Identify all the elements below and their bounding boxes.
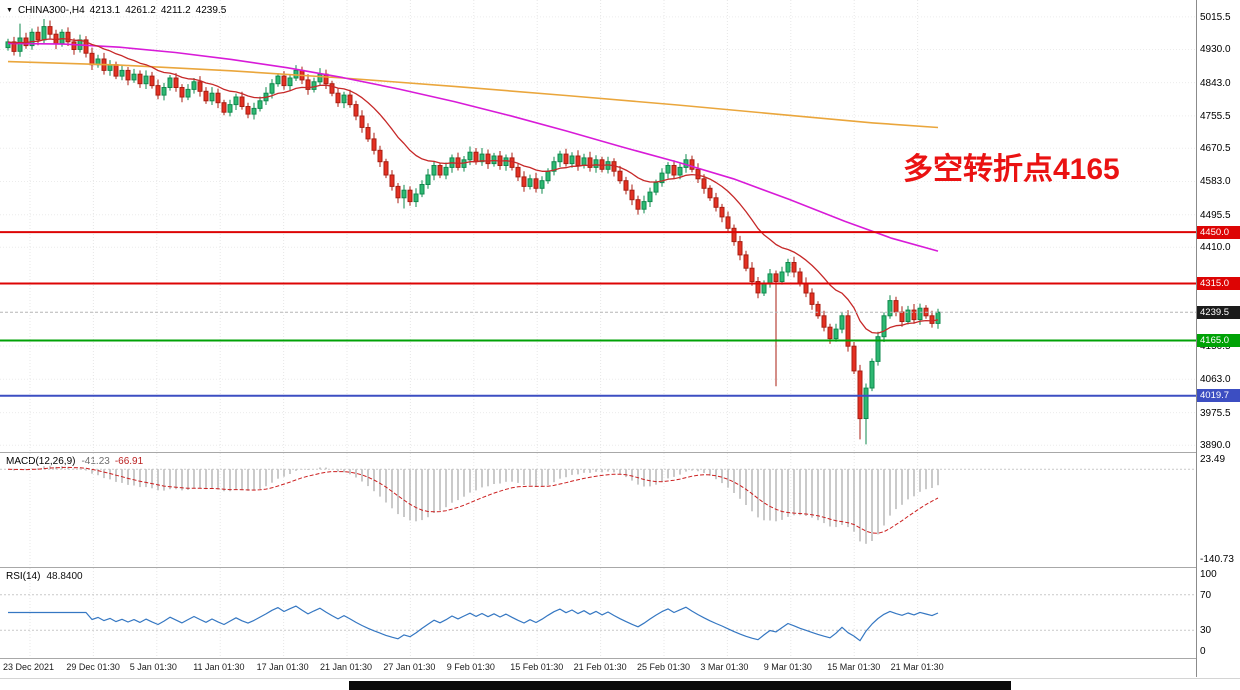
panel-separator[interactable] xyxy=(0,658,1196,659)
chart-title: ▼ CHINA300-,H4 4213.1 4261.2 4211.2 4239.5 xyxy=(6,5,226,16)
price-tick-label: 4495.5 xyxy=(1200,210,1231,221)
price-axis[interactable]: 5015.5 4930.0 4843.0 4755.5 4670.5 4583.0 4495… xyxy=(1196,0,1240,677)
price-tick-label: 3975.5 xyxy=(1200,408,1231,419)
ohlc-low: 4211.2 xyxy=(160,5,191,16)
price-tick-label: 4843.0 xyxy=(1200,78,1231,89)
rsi-indicator-label: RSI(14) 48.8400 xyxy=(6,571,83,582)
bottom-bar xyxy=(349,681,1011,690)
time-axis-label: 15 Feb 01:30 xyxy=(510,662,564,672)
panel-separator[interactable] xyxy=(0,452,1196,453)
macd-signal-value: -66.91 xyxy=(114,456,144,467)
hline-price-badge: 4019.7 xyxy=(1197,389,1240,402)
current-price-badge: 4239.5 xyxy=(1197,306,1240,319)
rsi-name: RSI(14) xyxy=(6,571,41,582)
chart-area[interactable]: ▼ CHINA300-,H4 4213.1 4261.2 4211.2 4239.5 多空… xyxy=(0,0,1196,690)
bottom-divider xyxy=(0,678,1240,679)
price-tick-label: 4063.0 xyxy=(1200,374,1231,385)
price-tick-label: 100 xyxy=(1200,569,1217,580)
time-axis-label: 9 Mar 01:30 xyxy=(763,662,812,672)
time-axis-label: 9 Feb 01:30 xyxy=(446,662,495,672)
rsi-panel[interactable] xyxy=(0,568,1196,657)
price-tick-label: 0 xyxy=(1200,646,1206,657)
time-axis-label: 21 Feb 01:30 xyxy=(573,662,627,672)
price-tick-label: 3890.0 xyxy=(1200,440,1231,451)
price-tick-label: 5015.5 xyxy=(1200,12,1231,23)
time-axis-label: 25 Feb 01:30 xyxy=(637,662,691,672)
annotation-text: 多空转折点4165 xyxy=(903,153,1120,186)
time-axis[interactable]: 23 Dec 2021 29 Dec 01:30 5 Jan 01:30 11 Jan… xyxy=(0,661,1196,677)
macd-indicator-label: MACD(12,26,9) -41.23 -66.91 xyxy=(6,456,143,467)
price-tick-label: 70 xyxy=(1200,590,1212,601)
hline-price-badge: 4315.0 xyxy=(1197,277,1240,290)
chart-menu-icon[interactable]: ▼ xyxy=(6,7,13,14)
hline-price-badge: 4165.0 xyxy=(1197,334,1240,347)
rsi-value: 48.8400 xyxy=(46,571,83,582)
time-axis-label: 5 Jan 01:30 xyxy=(129,662,177,672)
time-axis-label: 15 Mar 01:30 xyxy=(827,662,881,672)
time-axis-label: 21 Mar 01:30 xyxy=(890,662,944,672)
ohlc-high: 4261.2 xyxy=(125,5,156,16)
symbol-period-label: CHINA300-,H4 xyxy=(17,5,85,16)
time-axis-label: 29 Dec 01:30 xyxy=(66,662,120,672)
price-tick-label: 4410.0 xyxy=(1200,242,1231,253)
price-tick-label: 23.49 xyxy=(1200,454,1226,465)
price-tick-label: 4755.5 xyxy=(1200,111,1231,122)
price-tick-label: -140.73 xyxy=(1200,554,1234,565)
ohlc-close: 4239.5 xyxy=(195,5,227,16)
time-axis-label: 11 Jan 01:30 xyxy=(193,662,245,672)
time-axis-label: 21 Jan 01:30 xyxy=(320,662,373,672)
hline-price-badge: 4450.0 xyxy=(1197,226,1240,239)
macd-panel[interactable] xyxy=(0,453,1196,566)
time-axis-label: 27 Jan 01:30 xyxy=(383,662,436,672)
main-price-chart[interactable] xyxy=(0,0,1196,452)
macd-main-value: -41.23 xyxy=(81,456,110,467)
price-tick-label: 30 xyxy=(1200,625,1212,636)
time-axis-label: 3 Mar 01:30 xyxy=(700,662,749,672)
ohlc-open: 4213.1 xyxy=(89,5,121,16)
price-tick-label: 4583.0 xyxy=(1200,176,1231,187)
price-tick-label: 4930.0 xyxy=(1200,44,1231,55)
time-axis-label: 17 Jan 01:30 xyxy=(256,662,309,672)
macd-name: MACD(12,26,9) xyxy=(6,456,76,467)
time-axis-label: 23 Dec 2021 xyxy=(3,662,55,672)
panel-separator[interactable] xyxy=(0,567,1196,568)
price-tick-label: 4670.5 xyxy=(1200,143,1231,154)
